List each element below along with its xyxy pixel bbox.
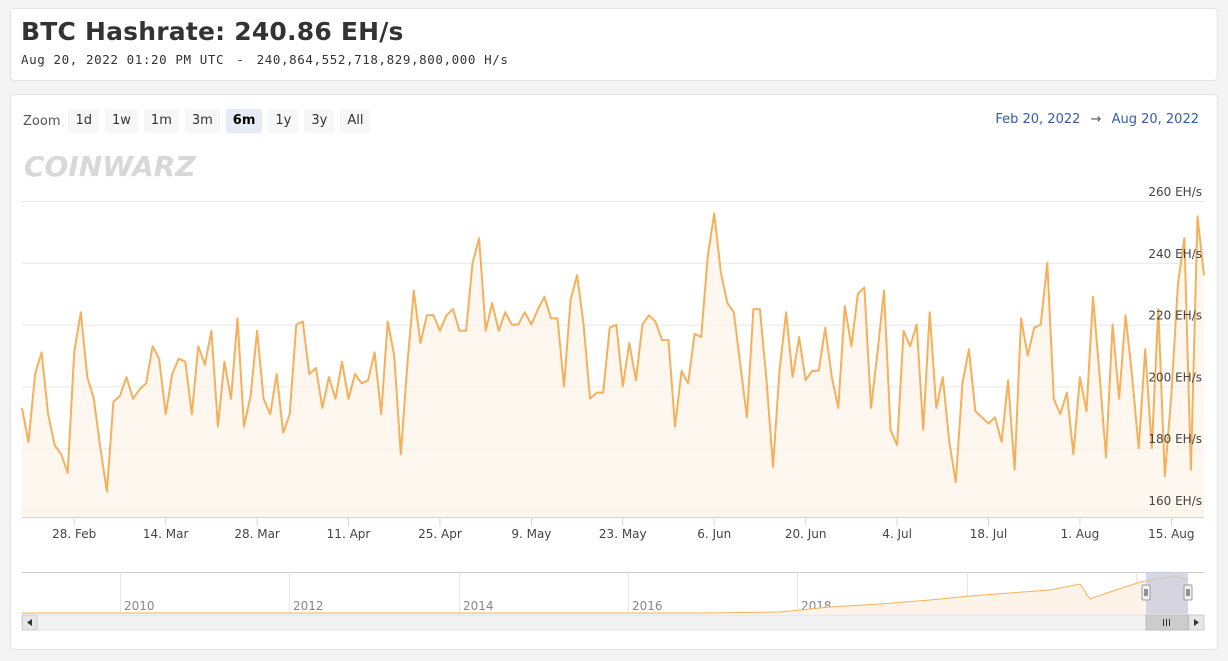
x-tick-label: 1. Aug bbox=[1061, 527, 1100, 541]
y-tick-label: 220 EH/s bbox=[1148, 309, 1202, 323]
x-tick-label: 28. Mar bbox=[234, 527, 280, 541]
navigator-selection bbox=[1146, 572, 1188, 614]
zoom-1w-button[interactable]: 1w bbox=[105, 109, 138, 133]
y-tick-label: 240 EH/s bbox=[1148, 247, 1202, 261]
x-tick-label: 20. Jun bbox=[785, 527, 827, 541]
header-card: BTC Hashrate: 240.86 EH/s Aug 20, 2022 0… bbox=[10, 8, 1218, 81]
y-axis: 160 EH/s 180 EH/s 200 EH/s 220 EH/s 240 EH/s… bbox=[1148, 185, 1202, 508]
zoom-3m-button[interactable]: 3m bbox=[184, 109, 220, 133]
range-from[interactable]: Feb 20, 2022 bbox=[995, 112, 1081, 127]
x-tick-label: 15. Aug bbox=[1148, 527, 1194, 541]
hashrate-line bbox=[21, 212, 1205, 493]
y-tick-label: 260 EH/s bbox=[1148, 185, 1202, 199]
y-tick-label: 200 EH/s bbox=[1148, 370, 1202, 384]
navigator-year-label: 2016 bbox=[632, 599, 663, 613]
date-range: Feb 20, 2022 → Aug 20, 2022 bbox=[995, 112, 1199, 127]
coinwarz-watermark: COINWARZ bbox=[24, 150, 196, 183]
navigator-handle[interactable] bbox=[1183, 584, 1193, 601]
navigator-area bbox=[22, 576, 1188, 614]
exact-hashrate: 240,864,552,718,829,800,000 H/s bbox=[256, 52, 509, 67]
x-tick-label: 23. May bbox=[599, 527, 647, 541]
navigator-year-label: 2012 bbox=[293, 599, 324, 613]
timestamp: Aug 20, 2022 01:20 PM UTC bbox=[21, 52, 225, 67]
navigator-handle[interactable] bbox=[1141, 584, 1151, 601]
x-tick-label: 28. Feb bbox=[52, 527, 96, 541]
zoom-6m-button[interactable]: 6m bbox=[225, 109, 263, 133]
x-tick-label: 11. Apr bbox=[327, 527, 371, 541]
chevron-right-icon bbox=[1194, 619, 1199, 626]
x-tick-label: 9. May bbox=[511, 527, 551, 541]
navigator[interactable]: 2010201220142016201820202022 bbox=[21, 572, 1205, 631]
page-title: BTC Hashrate: 240.86 EH/s bbox=[21, 17, 404, 46]
zoom-all-button[interactable]: All bbox=[340, 109, 371, 133]
separator: - bbox=[236, 52, 245, 67]
zoom-toolbar: Zoom 1d 1w 1m 3m 6m 1y 3y All bbox=[23, 109, 371, 133]
navigator-line bbox=[22, 575, 1189, 614]
x-tick-label: 4. Jul bbox=[882, 527, 912, 541]
zoom-1d-button[interactable]: 1d bbox=[68, 109, 100, 133]
zoom-1m-button[interactable]: 1m bbox=[143, 109, 179, 133]
chevron-left-icon bbox=[27, 619, 32, 626]
y-tick-label: 180 EH/s bbox=[1148, 432, 1202, 446]
range-to[interactable]: Aug 20, 2022 bbox=[1111, 112, 1199, 127]
x-tick-label: 18. Jul bbox=[970, 527, 1007, 541]
range-arrow-icon: → bbox=[1090, 112, 1102, 127]
hashrate-area bbox=[22, 213, 1204, 517]
x-axis: 28. Feb 14. Mar 28. Mar 11. Apr 25. Apr 9. Ma… bbox=[22, 517, 1204, 541]
x-tick-label: 25. Apr bbox=[418, 527, 462, 541]
zoom-1y-button[interactable]: 1y bbox=[268, 109, 299, 133]
zoom-label: Zoom bbox=[23, 113, 61, 129]
x-tick-label: 6. Jun bbox=[697, 527, 731, 541]
x-tick-label: 14. Mar bbox=[143, 527, 189, 541]
navigator-year-label: 2014 bbox=[463, 599, 494, 613]
scrollbar-track[interactable] bbox=[21, 614, 1205, 631]
zoom-3y-button[interactable]: 3y bbox=[304, 109, 335, 133]
y-tick-label: 160 EH/s bbox=[1148, 494, 1202, 508]
hashrate-subtitle: Aug 20, 2022 01:20 PM UTC - 240,864,552,… bbox=[21, 52, 508, 67]
navigator-year-label: 2010 bbox=[124, 599, 155, 613]
